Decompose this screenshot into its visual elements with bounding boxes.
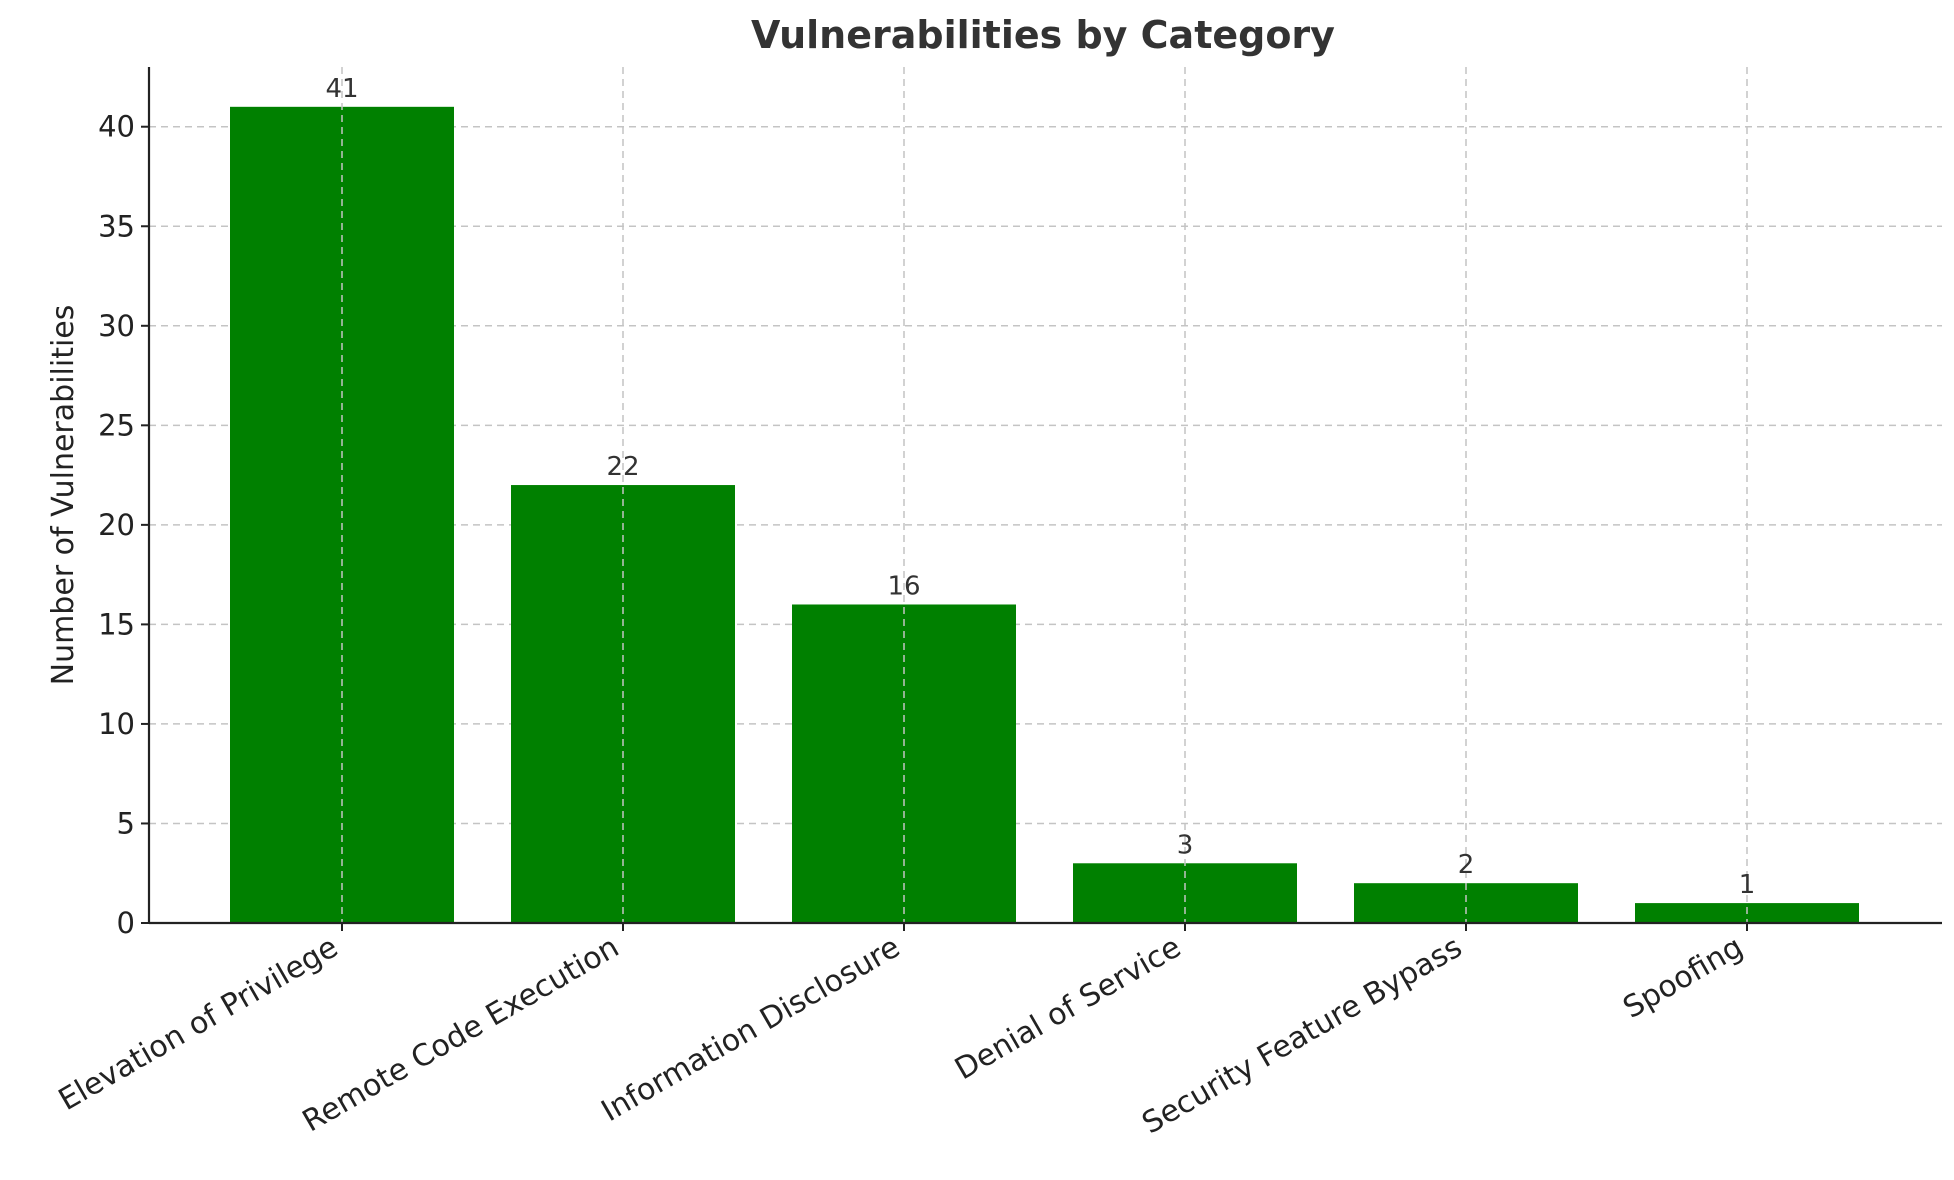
x-tick-label: Security Feature Bypass — [1136, 930, 1468, 1142]
data-label: 41 — [325, 74, 358, 104]
data-label: 22 — [606, 452, 639, 482]
y-tick-label: 30 — [98, 309, 135, 343]
data-label: 2 — [1458, 850, 1475, 880]
data-label: 3 — [1177, 830, 1194, 860]
y-tick-label: 25 — [98, 408, 135, 442]
x-tick-label: Elevation of Privilege — [53, 930, 344, 1118]
bars — [230, 67, 1859, 923]
y-tick-label: 35 — [98, 209, 135, 243]
x-tick-label: Denial of Service — [949, 930, 1187, 1088]
y-axis-ticks: 0 5 10 15 20 25 30 35 40 — [98, 110, 149, 940]
data-label: 1 — [1739, 870, 1756, 900]
x-tick-label: Spoofing — [1617, 930, 1749, 1026]
y-tick-label: 10 — [98, 707, 135, 741]
y-tick-label: 5 — [117, 806, 135, 840]
y-tick-label: 20 — [98, 508, 135, 542]
y-axis-label: Number of Vulnerabilities — [46, 305, 81, 686]
y-tick-label: 40 — [98, 110, 135, 144]
axes — [147, 67, 1942, 925]
chart-title: Vulnerabilities by Category — [751, 13, 1335, 57]
x-tick-label: Remote Code Execution — [297, 930, 625, 1140]
x-tick-label: Information Disclosure — [596, 930, 906, 1129]
y-tick-label: 0 — [117, 906, 135, 940]
data-label: 16 — [887, 571, 920, 601]
data-labels: 41 22 16 3 2 1 — [325, 74, 1755, 900]
y-tick-label: 15 — [98, 607, 135, 641]
